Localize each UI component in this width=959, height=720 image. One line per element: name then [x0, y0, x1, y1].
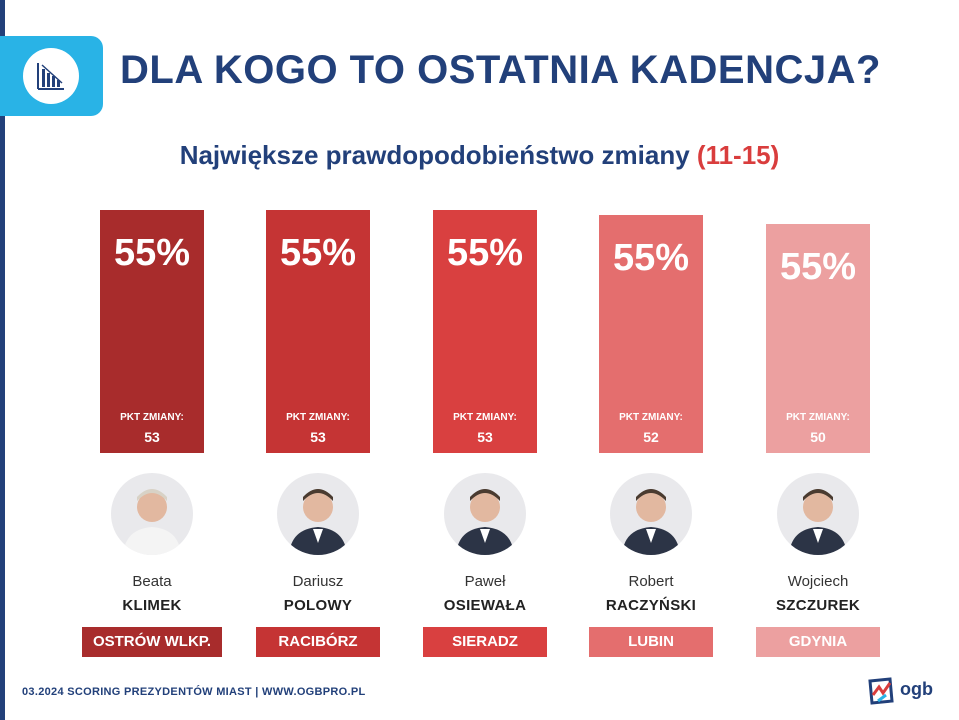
pkt-label: PKT ZMIANY: — [286, 412, 350, 423]
avatar — [444, 473, 526, 555]
pkt-label: PKT ZMIANY: — [453, 412, 517, 423]
pkt-label: PKT ZMIANY: — [619, 412, 683, 423]
pkt-label: PKT ZMIANY: — [786, 412, 850, 423]
bar: 55% PKT ZMIANY: 53 — [266, 210, 370, 453]
last-name: OSIEWAŁA — [443, 597, 527, 614]
first-name: Beata — [132, 573, 172, 590]
ogb-logo: ogb — [866, 675, 950, 711]
city-tag: OSTRÓW WLKP. — [82, 627, 222, 657]
avatar — [111, 473, 193, 555]
bar: 55% PKT ZMIANY: 50 — [766, 224, 870, 453]
pkt-value: 52 — [643, 429, 659, 445]
pkt-value: 53 — [477, 429, 493, 445]
city-tag: GDYNIA — [756, 627, 880, 657]
bar-percent-label: 55% — [446, 232, 524, 274]
bar: 55% PKT ZMIANY: 53 — [100, 210, 204, 453]
last-name: RACZYŃSKI — [605, 597, 697, 614]
first-name: Paweł — [464, 573, 506, 590]
bar-chart-icon — [23, 48, 79, 104]
last-name: POLOWY — [283, 597, 353, 614]
subtitle-range: (11-15) — [696, 140, 780, 170]
first-name: Wojciech — [787, 573, 849, 590]
avatar — [277, 473, 359, 555]
first-name: Robert — [628, 573, 674, 590]
first-name: Dariusz — [292, 573, 344, 590]
avatar — [777, 473, 859, 555]
header-icon-box — [0, 36, 103, 116]
pkt-value: 53 — [144, 429, 160, 445]
footer-text: 03.2024 SCORING PREZYDENTÓW MIAST | WWW.… — [22, 686, 366, 698]
last-name: KLIMEK — [122, 597, 182, 614]
left-accent-stripe — [0, 0, 5, 720]
city-tag: RACIBÓRZ — [256, 627, 380, 657]
bar-percent-label: 55% — [612, 237, 690, 279]
pkt-value: 53 — [310, 429, 326, 445]
last-name: SZCZUREK — [775, 597, 861, 614]
chart-subtitle: Największe prawdopodobieństwo zmiany (11… — [0, 140, 959, 171]
bar: 55% PKT ZMIANY: 53 — [433, 210, 537, 453]
pkt-label: PKT ZMIANY: — [120, 412, 184, 423]
bar-percent-label: 55% — [779, 246, 857, 288]
city-tag: LUBIN — [589, 627, 713, 657]
logo-text: ogb — [900, 679, 933, 699]
logo-mark-icon — [868, 677, 894, 705]
avatar — [610, 473, 692, 555]
bar: 55% PKT ZMIANY: 52 — [599, 215, 703, 453]
bar-percent-label: 55% — [113, 232, 191, 274]
subtitle-text: Największe prawdopodobieństwo zmiany — [179, 140, 690, 170]
page-title: DLA KOGO TO OSTATNIA KADENCJA? — [120, 48, 881, 92]
bar-percent-label: 55% — [279, 232, 357, 274]
pkt-value: 50 — [810, 429, 826, 445]
city-tag: SIERADZ — [423, 627, 547, 657]
